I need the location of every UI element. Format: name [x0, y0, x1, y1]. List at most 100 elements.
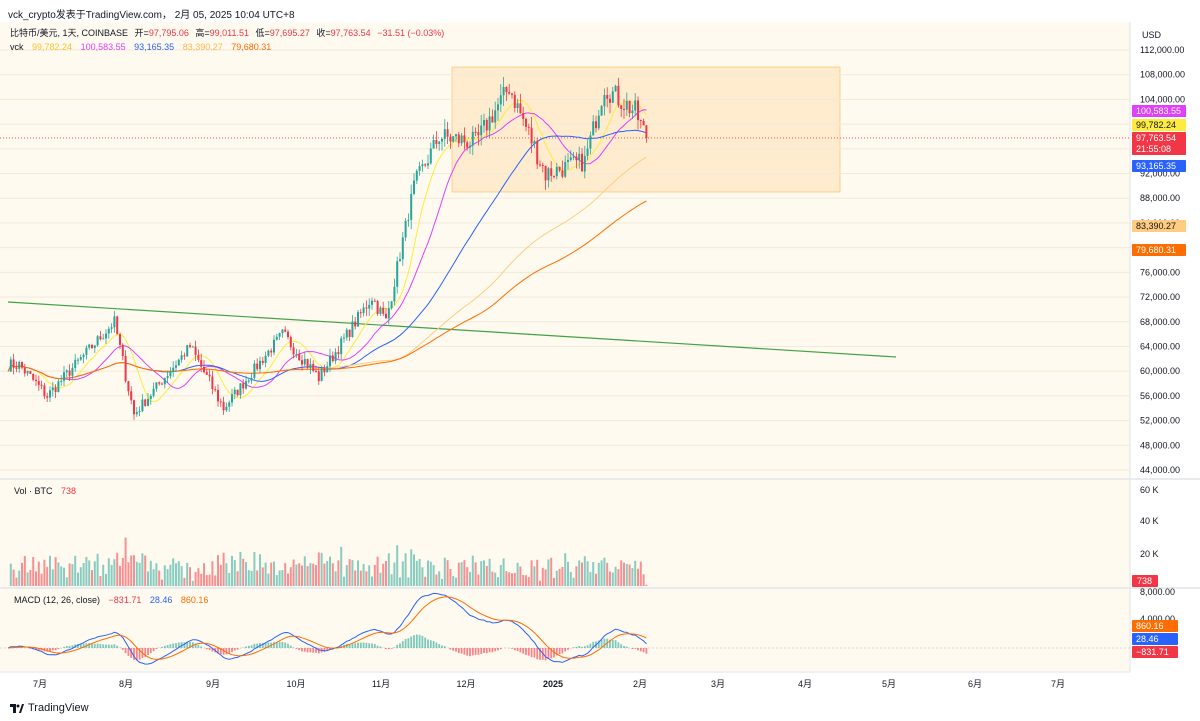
volume-bar	[91, 570, 93, 586]
candle-body	[494, 110, 497, 123]
currency-label[interactable]: USD	[1142, 30, 1162, 40]
candle-body	[393, 286, 396, 302]
macd-hist-bar	[362, 642, 365, 648]
volume-bar	[429, 561, 432, 586]
macd-hist-bar	[323, 648, 326, 653]
macd-hist-bar	[107, 644, 110, 648]
candle-body	[205, 372, 208, 375]
candle-body	[505, 86, 508, 93]
volume-bar	[449, 569, 452, 586]
macd-hist-bar	[516, 648, 519, 652]
volume-bar	[379, 572, 382, 586]
chart-svg[interactable]: 比特币/美元, 1天, COINBASE 开=97,795.06 高=99,01…	[0, 22, 1200, 694]
price-tick-label: 88,000.00	[1140, 193, 1180, 203]
candle-body	[189, 345, 191, 347]
volume-bar	[141, 553, 144, 586]
volume-bar	[511, 573, 513, 586]
macd-hist-bar	[586, 645, 589, 648]
macd-hist-bar	[631, 648, 634, 649]
volume-bar	[68, 563, 71, 586]
macd-hist-bar	[634, 648, 637, 649]
candle-body	[107, 328, 110, 334]
candle-body	[74, 359, 77, 368]
candle-body	[583, 155, 586, 172]
macd-hist-bar	[250, 645, 253, 648]
candle-body	[177, 359, 180, 366]
macd-hist-bar	[57, 648, 60, 650]
chart-area[interactable]: 比特币/美元, 1天, COINBASE 开=97,795.06 高=99,01…	[0, 22, 1200, 694]
macd-hist-bar	[96, 643, 99, 648]
macd-hist-bar	[513, 648, 516, 651]
macd-hist-bar	[387, 648, 390, 650]
candle-body	[609, 98, 611, 103]
price-tick-label: 92,000.00	[1140, 169, 1180, 179]
candle-body	[317, 371, 320, 382]
candle-body	[250, 377, 253, 381]
macd-hist-bar	[625, 646, 628, 648]
candle-body	[40, 384, 43, 386]
volume-bar	[519, 566, 522, 586]
macd-hist-bar	[558, 648, 561, 655]
volume-bar	[312, 563, 315, 586]
macd-tick-label: 4,000.00	[1140, 614, 1175, 624]
time-axis-ticks[interactable]: 7月 8月 9月 10月 11月 12月 2025 2月 3月 4月 5月 6月 7月	[33, 679, 1065, 689]
macd-hist-bar	[539, 648, 541, 660]
macd-hist-bar	[371, 643, 373, 648]
macd-hist-bar	[256, 643, 259, 648]
candle-body	[79, 357, 82, 360]
volume-bar	[63, 567, 65, 586]
candle-body	[595, 121, 597, 129]
trendline-group[interactable]	[7, 301, 897, 358]
candle-body	[200, 360, 203, 367]
macd-hist-bar	[116, 645, 119, 648]
candle-body	[469, 145, 471, 148]
candle-body	[82, 354, 85, 358]
candle-body	[163, 378, 166, 385]
volume-bar	[410, 549, 413, 586]
candle-body	[46, 396, 49, 398]
volume-bar	[113, 559, 116, 586]
volume-bar	[550, 557, 553, 586]
volume-bar	[625, 563, 628, 586]
macd-hist-bar	[609, 639, 611, 648]
macd-hist-bar	[79, 643, 82, 648]
volume-bar	[124, 537, 127, 586]
candle-body	[214, 389, 217, 391]
macd-hist-bar	[368, 643, 371, 648]
candle-body	[365, 307, 368, 309]
candle-body	[429, 148, 432, 164]
candle-body	[508, 92, 511, 94]
macd-hist-bar	[329, 648, 331, 650]
volume-badge-label: 738	[1137, 576, 1152, 586]
volume-bar	[555, 570, 558, 586]
candle-body	[564, 161, 567, 177]
candle-body	[121, 344, 124, 356]
macd-hist-bar	[474, 648, 477, 655]
candle-body	[401, 237, 404, 260]
volume-bar	[49, 555, 51, 586]
candle-body	[642, 121, 645, 126]
macd-hist-bar	[583, 646, 586, 648]
macd-hist-bar	[555, 648, 558, 656]
header-caption: vck_crypto发表于TradingView.com， 2月 05, 202…	[8, 10, 295, 21]
macd-hist-bar	[460, 648, 463, 654]
candle-body	[614, 85, 617, 92]
candle-body	[443, 129, 446, 139]
volume-bar	[264, 562, 267, 586]
candle-body	[119, 334, 121, 345]
candle-body	[147, 398, 149, 406]
macd-hist-bar	[312, 648, 315, 653]
macd-hist-bar	[29, 648, 32, 649]
volume-bar	[298, 563, 301, 586]
volume-bar	[469, 572, 471, 586]
volume-bar	[331, 563, 334, 586]
candle-body	[91, 344, 93, 349]
volume-bar	[522, 574, 525, 586]
candle-body	[539, 164, 541, 166]
volume-bar	[309, 563, 312, 586]
macd-hist-bar	[477, 648, 480, 655]
candle-body	[253, 363, 256, 378]
macd-hist-bar	[421, 635, 424, 648]
volume-bar	[253, 552, 256, 586]
